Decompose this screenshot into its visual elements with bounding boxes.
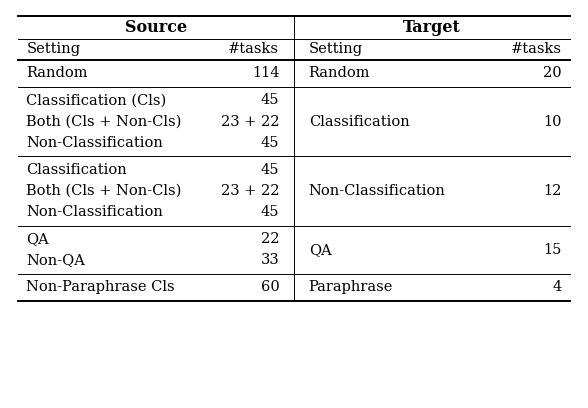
Text: Non-QA: Non-QA — [26, 253, 85, 267]
Text: 15: 15 — [543, 243, 562, 257]
Text: 45: 45 — [261, 205, 279, 219]
Text: Setting: Setting — [26, 42, 81, 56]
Text: 60: 60 — [260, 280, 279, 294]
Text: Non-Classification: Non-Classification — [26, 205, 163, 219]
Text: Source: Source — [125, 19, 187, 36]
Text: QA: QA — [309, 243, 332, 257]
Text: 33: 33 — [260, 253, 279, 267]
Text: Both (Cls + Non-Cls): Both (Cls + Non-Cls) — [26, 115, 182, 129]
Text: Classification: Classification — [309, 115, 409, 129]
Text: Non-Classification: Non-Classification — [26, 136, 163, 150]
Text: 23 + 22: 23 + 22 — [221, 184, 279, 198]
Text: 45: 45 — [261, 163, 279, 177]
Text: Target: Target — [403, 19, 461, 36]
Text: 23 + 22: 23 + 22 — [221, 115, 279, 129]
Text: Random: Random — [26, 67, 88, 80]
Text: 45: 45 — [261, 136, 279, 150]
Text: Setting: Setting — [309, 42, 363, 56]
Text: QA: QA — [26, 232, 49, 246]
Text: 12: 12 — [543, 184, 562, 198]
Text: Classification (Cls): Classification (Cls) — [26, 93, 167, 107]
Text: #tasks: #tasks — [228, 42, 279, 56]
Text: 114: 114 — [252, 67, 279, 80]
Text: 20: 20 — [543, 67, 562, 80]
Text: 22: 22 — [261, 232, 279, 246]
Text: Classification: Classification — [26, 163, 127, 177]
Text: Non-Paraphrase Cls: Non-Paraphrase Cls — [26, 280, 175, 294]
Text: 4: 4 — [552, 280, 562, 294]
Text: Both (Cls + Non-Cls): Both (Cls + Non-Cls) — [26, 184, 182, 198]
Text: Non-Classification: Non-Classification — [309, 184, 446, 198]
Text: 10: 10 — [543, 115, 562, 129]
Text: #tasks: #tasks — [510, 42, 562, 56]
Text: Paraphrase: Paraphrase — [309, 280, 393, 294]
Text: Random: Random — [309, 67, 370, 80]
Text: 45: 45 — [261, 93, 279, 107]
